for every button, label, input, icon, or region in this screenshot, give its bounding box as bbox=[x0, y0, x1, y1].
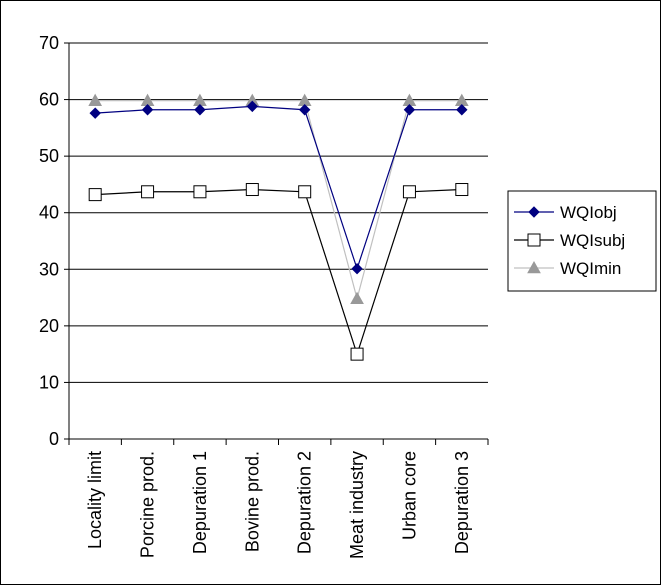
data-point-WQIsubj bbox=[455, 183, 469, 197]
legend-marker-WQIobj bbox=[528, 206, 540, 218]
y-tick-label: 50 bbox=[39, 146, 59, 166]
legend-marker-WQIsubj bbox=[527, 233, 541, 247]
x-tick-label: Depuration 2 bbox=[295, 451, 315, 554]
data-point-WQIsubj bbox=[298, 185, 312, 199]
data-point-WQIobj bbox=[456, 104, 468, 116]
x-tick-label: Urban core bbox=[399, 451, 419, 540]
data-point-WQIobj bbox=[298, 104, 311, 116]
y-tick-label: 40 bbox=[39, 203, 59, 223]
data-point-WQIobj bbox=[246, 100, 259, 113]
data-point-WQImin bbox=[88, 93, 103, 107]
data-point-WQIsubj bbox=[350, 347, 364, 361]
legend-label: WQIsubj bbox=[560, 231, 625, 250]
data-point-WQIsubj bbox=[193, 185, 207, 199]
y-tick-label: 0 bbox=[49, 429, 59, 449]
series-line-WQIsubj bbox=[95, 188, 462, 357]
data-point-WQIsubj bbox=[402, 185, 416, 199]
y-tick-label: 20 bbox=[39, 316, 59, 336]
data-point-WQIsubj bbox=[141, 185, 155, 199]
y-tick-label: 60 bbox=[39, 90, 59, 110]
y-tick-label: 70 bbox=[39, 33, 59, 53]
x-tick-label: Depuration 1 bbox=[190, 451, 210, 554]
x-tick-label: Porcine prod. bbox=[138, 451, 158, 558]
data-point-WQIsubj bbox=[245, 183, 259, 197]
y-tick-label: 10 bbox=[39, 372, 59, 392]
y-tick-label: 30 bbox=[39, 259, 59, 279]
data-point-WQIobj bbox=[141, 104, 154, 116]
legend-label: WQImin bbox=[560, 259, 621, 278]
x-tick-label: Depuration 3 bbox=[452, 451, 472, 554]
x-tick-label: Locality limit bbox=[85, 451, 105, 549]
legend: WQIobj WQIsubj WQImin bbox=[507, 190, 657, 292]
legend-marker-WQImin bbox=[527, 260, 541, 274]
grid-lines bbox=[69, 42, 488, 383]
data-point-WQIobj bbox=[89, 107, 101, 119]
axes: 0 10 20 30 40 50 60 70 Locality limit Porcine pro… bbox=[39, 33, 489, 559]
data-point-WQImin bbox=[350, 291, 364, 305]
x-tick-label: Meat industry bbox=[347, 451, 367, 559]
data-point-WQIobj bbox=[194, 104, 206, 116]
series-line-WQIobj bbox=[95, 105, 462, 271]
series-layer bbox=[88, 93, 469, 361]
series-line-WQImin bbox=[95, 100, 462, 302]
data-point-WQIsubj bbox=[88, 188, 102, 202]
legend-label: WQIobj bbox=[560, 203, 617, 222]
data-point-WQIobj bbox=[351, 263, 363, 275]
x-tick-label: Bovine prod. bbox=[242, 451, 262, 552]
data-point-WQIobj bbox=[403, 104, 416, 116]
